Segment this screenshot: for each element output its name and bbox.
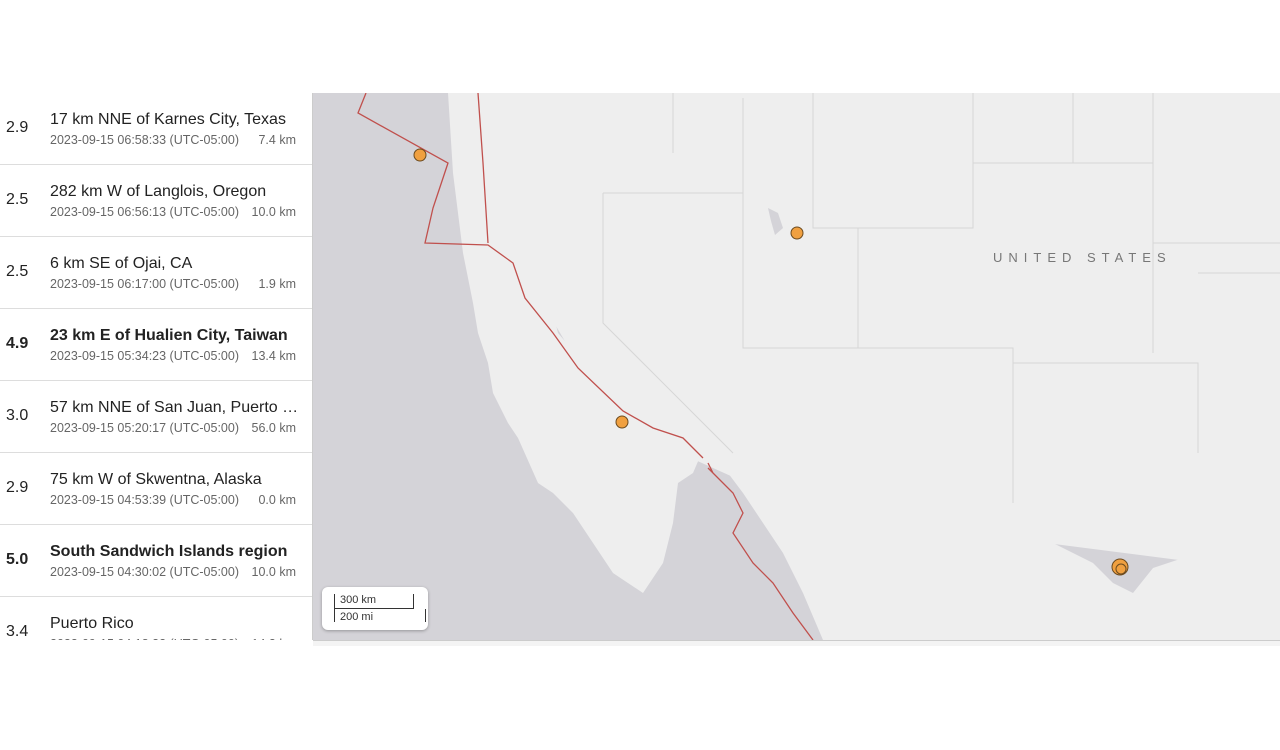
earthquake-marker[interactable]: [790, 226, 804, 240]
depth: 10.0 km: [251, 205, 296, 219]
event-time: 2023-09-15 06:58:33 (UTC-05:00): [50, 133, 240, 147]
earthquake-list-item[interactable]: 3.0 57 km NNE of San Juan, Puerto Rico 2…: [0, 381, 312, 453]
magnitude: 2.5: [6, 263, 29, 280]
event-time: 2023-09-15 04:30:02 (UTC-05:00): [50, 565, 240, 579]
earthquake-list[interactable]: 2.9 17 km NNE of Karnes City, Texas 2023…: [0, 93, 313, 640]
earthquake-marker[interactable]: [1115, 563, 1127, 575]
place: 282 km W of Langlois, Oregon: [50, 183, 267, 200]
depth: 10.0 km: [251, 565, 296, 579]
map-canvas: [357, 93, 1280, 640]
place: 75 km W of Skwentna, Alaska: [50, 471, 262, 488]
depth: 7.4 km: [258, 133, 296, 147]
great-salt-lake: [768, 208, 783, 235]
sea-of-cortez: [723, 493, 803, 618]
depth: 1.9 km: [258, 277, 296, 291]
earthquake-list-item[interactable]: 5.0 South Sandwich Islands region 2023-0…: [0, 525, 312, 597]
place: Puerto Rico: [50, 615, 134, 632]
land-east: [483, 93, 1280, 573]
depth: 14.3 km: [252, 637, 296, 640]
event-time: 2023-09-15 04:18:32 (UTC-05:00): [50, 637, 239, 640]
magnitude: 5.0: [6, 551, 29, 568]
event-time: 2023-09-15 04:53:39 (UTC-05:00): [50, 493, 240, 507]
magnitude: 3.0: [6, 407, 29, 424]
event-time: 2023-09-15 06:17:00 (UTC-05:00): [50, 277, 240, 291]
earthquake-list-item[interactable]: 2.5 6 km SE of Ojai, CA 2023-09-15 06:17…: [0, 237, 312, 309]
country-label: UNITED STATES: [993, 250, 1172, 265]
earthquake-list-item[interactable]: 2.9 75 km W of Skwentna, Alaska 2023-09-…: [0, 453, 312, 525]
earthquake-markers: [413, 148, 1129, 576]
scale-bar: 300 km 200 mi: [322, 587, 428, 630]
depth: 0.0 km: [258, 493, 296, 507]
magnitude: 2.9: [6, 119, 29, 136]
place: 57 km NNE of San Juan, Puerto Rico: [50, 399, 300, 416]
earthquake-marker[interactable]: [413, 148, 427, 162]
map-attribution: [313, 640, 1280, 646]
fault-line-north: [477, 93, 489, 244]
event-time: 2023-09-15 05:34:23 (UTC-05:00): [50, 349, 240, 363]
magnitude: 2.9: [6, 479, 29, 496]
map[interactable]: UNITED STATES 300 km 200 mi: [313, 93, 1280, 640]
earthquake-list-item[interactable]: 3.4 Puerto Rico 2023-09-15 04:18:32 (UTC…: [0, 597, 312, 640]
place: 17 km NNE of Karnes City, Texas: [50, 111, 286, 128]
depth: 56.0 km: [251, 421, 296, 435]
earthquake-list-item[interactable]: 2.5 282 km W of Langlois, Oregon 2023-09…: [0, 165, 312, 237]
place: 23 km E of Hualien City, Taiwan: [50, 327, 288, 344]
earthquake-list-item[interactable]: 4.9 23 km E of Hualien City, Taiwan 2023…: [0, 309, 312, 381]
magnitude: 3.4: [6, 623, 29, 640]
state-borders: [602, 93, 1280, 503]
event-time: 2023-09-15 05:20:17 (UTC-05:00): [50, 421, 240, 435]
place: 6 km SE of Ojai, CA: [50, 255, 193, 272]
event-time: 2023-09-15 06:56:13 (UTC-05:00): [50, 205, 240, 219]
earthquake-marker[interactable]: [615, 415, 629, 429]
land: [448, 93, 1280, 640]
magnitude: 4.9: [6, 335, 29, 352]
earthquake-list-item[interactable]: 2.9 17 km NNE of Karnes City, Texas 2023…: [0, 93, 312, 165]
fault-line: [357, 93, 814, 640]
scale-mi: 200 mi: [340, 611, 374, 623]
depth: 13.4 km: [251, 349, 296, 363]
place: South Sandwich Islands region: [50, 543, 288, 560]
magnitude: 2.5: [6, 191, 29, 208]
scale-km: 300 km: [340, 594, 377, 606]
